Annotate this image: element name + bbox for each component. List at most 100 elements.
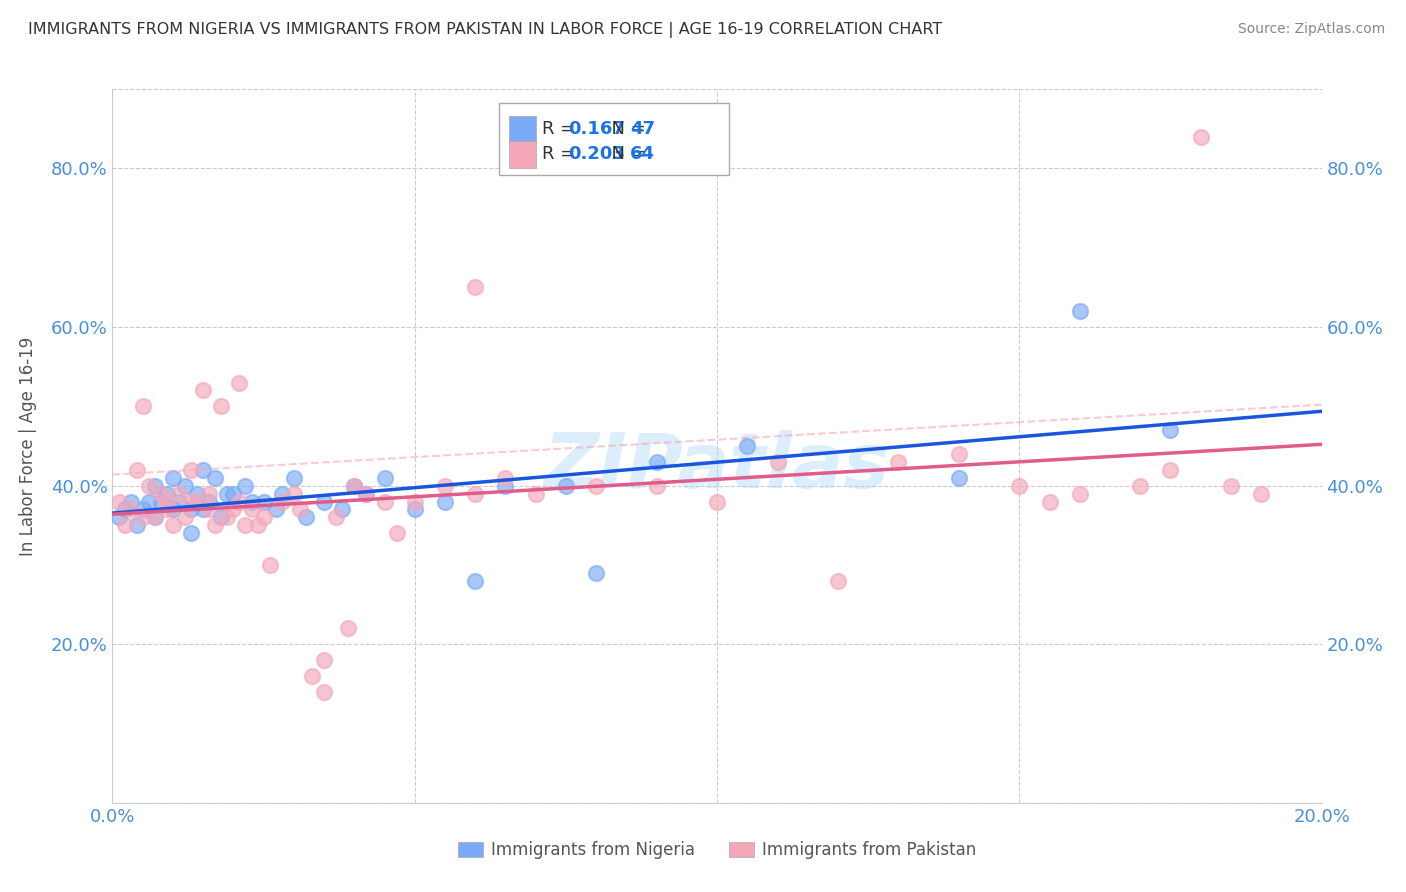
Point: [204, 518, 226, 533]
Point: [125, 518, 148, 533]
Point: [404, 502, 426, 516]
Point: [198, 486, 221, 500]
Point: [1129, 478, 1152, 492]
Point: [240, 502, 263, 516]
Point: [385, 526, 408, 541]
Text: IMMIGRANTS FROM NIGERIA VS IMMIGRANTS FROM PAKISTAN IN LABOR FORCE | AGE 16-19 C: IMMIGRANTS FROM NIGERIA VS IMMIGRANTS FR…: [28, 22, 942, 38]
Point: [314, 494, 336, 508]
Point: [125, 463, 148, 477]
Point: [186, 494, 208, 508]
Point: [1069, 486, 1091, 500]
Point: [264, 502, 287, 516]
Point: [198, 502, 221, 516]
Point: [270, 494, 292, 508]
Point: [246, 518, 269, 533]
Text: 0.203: 0.203: [568, 145, 626, 163]
Point: [283, 471, 305, 485]
Point: [180, 463, 202, 477]
Point: [464, 574, 486, 588]
Point: [645, 478, 668, 492]
Point: [337, 621, 360, 635]
Point: [107, 510, 129, 524]
Point: [132, 510, 155, 524]
Point: [464, 280, 486, 294]
Point: [253, 494, 276, 508]
Point: [314, 653, 336, 667]
Point: [120, 502, 142, 516]
Point: [433, 494, 456, 508]
Point: [374, 494, 396, 508]
Point: [887, 455, 910, 469]
Point: [191, 502, 214, 516]
Point: [1038, 494, 1062, 508]
Point: [120, 494, 142, 508]
Point: [162, 518, 184, 533]
Point: [222, 502, 245, 516]
Point: [162, 471, 184, 485]
Point: [149, 494, 172, 508]
Point: [270, 486, 292, 500]
Point: [495, 471, 517, 485]
Text: R =: R =: [541, 120, 581, 138]
Text: Source: ZipAtlas.com: Source: ZipAtlas.com: [1237, 22, 1385, 37]
Point: [1069, 304, 1091, 318]
Point: [228, 376, 250, 390]
Point: [301, 669, 323, 683]
Point: [138, 494, 160, 508]
Point: [343, 478, 366, 492]
Point: [198, 494, 221, 508]
Point: [143, 478, 166, 492]
Point: [235, 478, 257, 492]
Point: [228, 494, 250, 508]
Point: [827, 574, 849, 588]
Point: [330, 502, 353, 516]
Point: [240, 494, 263, 508]
Point: [645, 455, 668, 469]
Point: [186, 486, 208, 500]
Point: [143, 510, 166, 524]
Point: [1159, 423, 1181, 437]
Point: [167, 494, 190, 508]
Point: [222, 486, 245, 500]
Point: [288, 502, 311, 516]
Point: [156, 494, 179, 508]
Point: [948, 447, 970, 461]
Point: [162, 502, 184, 516]
Point: [325, 510, 347, 524]
Point: [156, 486, 179, 500]
Point: [156, 502, 179, 516]
Point: [107, 494, 129, 508]
Text: 47: 47: [630, 120, 655, 138]
Point: [585, 566, 607, 580]
Point: [433, 478, 456, 492]
Text: N =: N =: [600, 145, 651, 163]
Point: [554, 478, 576, 492]
Point: [180, 494, 202, 508]
Point: [314, 685, 336, 699]
Point: [283, 486, 305, 500]
Point: [174, 478, 197, 492]
Point: [209, 400, 232, 414]
Point: [209, 510, 232, 524]
Point: [356, 486, 378, 500]
Point: [495, 478, 517, 492]
Point: [295, 510, 318, 524]
Point: [1220, 478, 1243, 492]
Text: 0.167: 0.167: [568, 120, 626, 138]
Text: R =: R =: [541, 145, 581, 163]
Point: [948, 471, 970, 485]
Point: [253, 510, 276, 524]
Point: [204, 471, 226, 485]
Text: ZIPatlas: ZIPatlas: [544, 431, 890, 504]
Point: [356, 486, 378, 500]
Point: [191, 384, 214, 398]
Point: [180, 502, 202, 516]
Point: [737, 439, 759, 453]
Point: [180, 526, 202, 541]
Point: [114, 502, 136, 516]
Point: [374, 471, 396, 485]
Point: [524, 486, 547, 500]
Point: [149, 486, 172, 500]
Point: [174, 510, 197, 524]
Point: [404, 494, 426, 508]
